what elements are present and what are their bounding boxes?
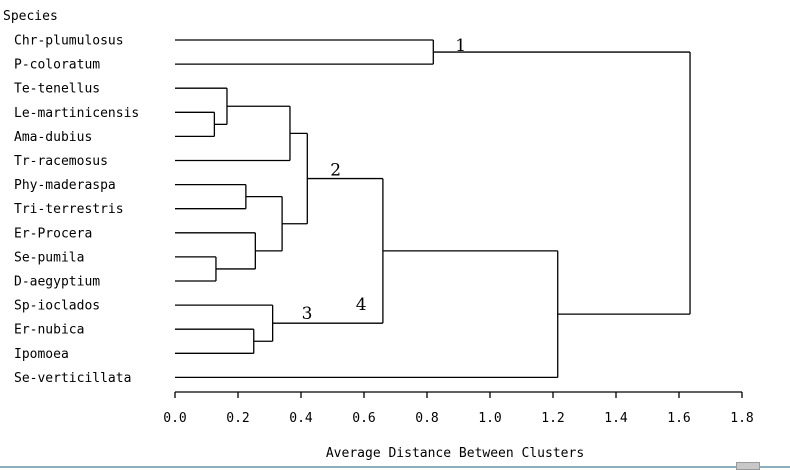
leaf-label: Ama-dubius: [14, 130, 92, 145]
leaf-label: Sp-ioclados: [14, 299, 100, 314]
window-corner-widget: [736, 462, 760, 470]
x-tick-label: 0.0: [163, 411, 186, 426]
x-tick-label: 1.0: [478, 411, 501, 426]
x-tick-label: 0.6: [352, 411, 375, 426]
leaf-label: Tr-racemosus: [14, 154, 108, 169]
x-tick-label: 1.2: [541, 411, 564, 426]
dendrogram-links: [175, 39, 691, 379]
cluster-label: 2: [330, 161, 341, 181]
leaf-label: Te-tenellus: [14, 82, 100, 97]
leaf-label: Phy-maderaspa: [14, 178, 116, 193]
cluster-label: 1: [455, 36, 466, 56]
bottom-rule: [0, 466, 790, 468]
x-axis: 0.0 0.2 0.4 0.6 0.8 1.0 1.2 1.4 1.6 1.8: [163, 391, 754, 426]
leaf-label: Se-verticillata: [14, 371, 131, 386]
species-header: Species: [3, 9, 58, 24]
cluster-label: 3: [302, 304, 313, 324]
leaf-label: Se-pumila: [14, 250, 84, 265]
x-tick-label: 0.8: [415, 411, 438, 426]
leaf-label: P-coloratum: [14, 58, 100, 73]
x-tick-label: 1.4: [604, 411, 628, 426]
x-tick-label: 1.6: [667, 411, 690, 426]
cluster-label: 4: [356, 295, 367, 315]
leaf-label: Er-nubica: [14, 323, 84, 338]
leaf-label: Tri-terrestris: [14, 202, 124, 217]
leaf-labels: Chr-plumulosus P-coloratum Te-tenellus Le-m…: [14, 34, 139, 386]
cluster-labels: 1 2 3 4: [302, 36, 466, 324]
leaf-label: Ipomoea: [14, 347, 69, 362]
leaf-label: D-aegyptium: [14, 275, 100, 290]
x-tick-label: 0.4: [289, 411, 313, 426]
leaf-label: Er-Procera: [14, 226, 92, 241]
x-tick-label: 1.8: [730, 411, 753, 426]
x-tick-label: 0.2: [226, 411, 249, 426]
leaf-label: Le-martinicensis: [14, 106, 139, 121]
leaf-label: Chr-plumulosus: [14, 34, 124, 49]
x-axis-label: Average Distance Between Clusters: [326, 446, 584, 461]
